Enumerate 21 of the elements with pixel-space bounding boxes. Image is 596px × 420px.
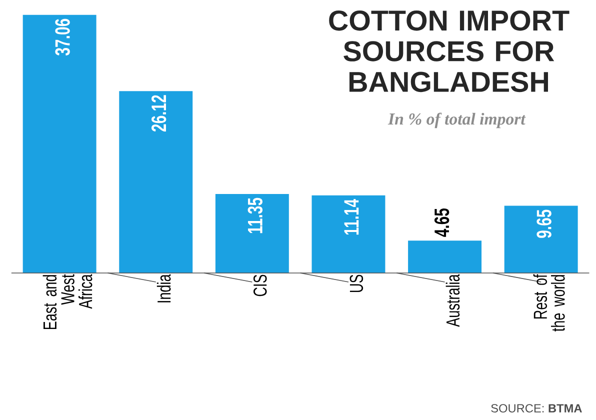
data-label: 37.06 [55,18,70,56]
x-tick-label: East and West Africa [42,274,92,330]
bar [22,14,96,274]
data-label: 4.65 [434,208,450,237]
bar [215,194,289,274]
text: In % of total import [388,112,526,128]
bar [119,91,193,274]
x-tick-label: India [156,274,171,302]
x-tick-label: CIS [253,274,267,296]
data-label: 11.14 [344,199,359,235]
data-label: 11.35 [248,198,263,234]
data-label: 9.65 [536,210,552,238]
bar [312,195,386,274]
source-note: SOURCE: BTMA [491,404,582,412]
x-tick-label: Australia [446,274,460,327]
bar [504,206,578,274]
data-label: 26.12 [151,95,166,132]
x-tick-label: US [350,274,364,292]
text: COTTON IMPORT SOURCES FOR BANGLADESH [329,10,570,92]
bar [408,240,482,274]
x-tick-label: Rest of the world [533,274,565,332]
